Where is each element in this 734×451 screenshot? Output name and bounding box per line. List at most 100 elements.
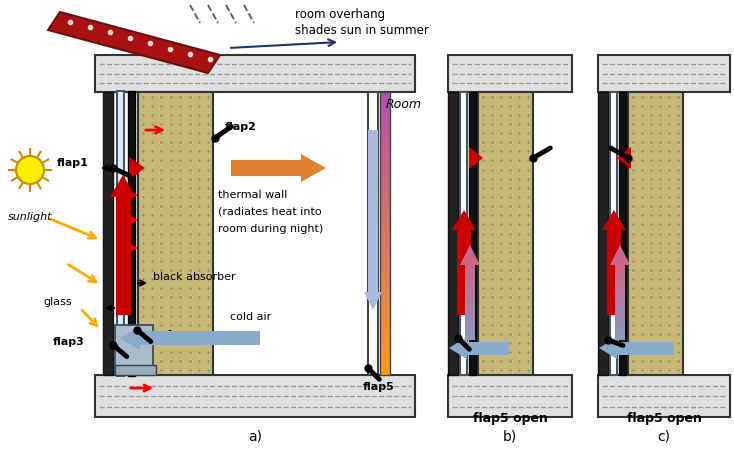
Bar	[615, 302, 625, 304]
Bar	[465, 330, 475, 332]
Bar	[615, 281, 625, 284]
Bar	[465, 327, 475, 329]
Bar	[231, 160, 301, 176]
Bar	[615, 278, 625, 280]
Text: Room: Room	[386, 98, 422, 111]
Bar	[115, 365, 156, 375]
Bar	[465, 276, 475, 278]
Text: flap2: flap2	[225, 122, 257, 132]
Bar	[615, 280, 625, 282]
Bar	[138, 92, 213, 375]
Bar	[465, 285, 475, 287]
Bar	[465, 317, 475, 319]
Bar	[615, 319, 625, 321]
Bar	[380, 141, 390, 148]
Polygon shape	[469, 147, 483, 169]
Bar	[465, 300, 475, 303]
Bar	[380, 148, 390, 156]
Bar	[465, 274, 475, 276]
Bar	[380, 184, 390, 191]
Bar	[457, 230, 471, 315]
Bar	[615, 304, 625, 306]
Bar	[465, 336, 475, 338]
Bar	[615, 295, 625, 297]
Bar	[380, 290, 390, 297]
Bar	[615, 268, 625, 271]
Bar	[465, 293, 475, 295]
Bar	[380, 276, 390, 283]
Bar	[615, 315, 625, 318]
Bar	[380, 318, 390, 326]
Bar	[380, 205, 390, 212]
Bar	[380, 353, 390, 361]
Bar	[115, 197, 131, 315]
Bar	[465, 308, 475, 310]
Bar	[465, 321, 475, 323]
Bar	[380, 325, 390, 332]
Bar	[117, 91, 124, 376]
Circle shape	[16, 156, 44, 184]
Polygon shape	[48, 12, 220, 73]
Bar	[103, 92, 113, 375]
Bar	[380, 261, 390, 269]
Bar	[380, 368, 390, 375]
Polygon shape	[449, 337, 467, 359]
Bar	[380, 127, 390, 134]
Bar	[465, 315, 475, 318]
Bar	[465, 309, 475, 312]
Bar	[129, 161, 137, 175]
Polygon shape	[364, 292, 382, 310]
Bar	[380, 219, 390, 226]
Bar	[448, 375, 572, 417]
Bar	[380, 247, 390, 255]
Bar	[615, 311, 625, 314]
Bar	[380, 155, 390, 163]
Bar	[615, 334, 625, 336]
Bar	[380, 169, 390, 177]
Bar	[380, 268, 390, 276]
Bar	[115, 325, 153, 375]
Bar	[615, 267, 625, 269]
Bar	[465, 298, 475, 301]
Bar	[465, 319, 475, 321]
Bar	[615, 291, 625, 293]
Bar	[628, 152, 631, 165]
Bar	[598, 55, 730, 92]
Bar	[380, 240, 390, 248]
Bar	[615, 285, 625, 287]
Bar	[140, 331, 260, 345]
Bar	[615, 325, 625, 327]
Text: thermal wall: thermal wall	[218, 190, 288, 200]
Bar	[615, 313, 625, 316]
Polygon shape	[610, 245, 630, 265]
Bar	[615, 336, 625, 338]
Bar	[465, 287, 475, 290]
Bar	[610, 92, 617, 375]
Bar	[615, 309, 625, 312]
Bar	[465, 328, 475, 331]
Bar	[617, 341, 674, 354]
Bar	[615, 296, 625, 299]
Text: flap5: flap5	[363, 382, 395, 392]
Text: b): b)	[503, 429, 517, 443]
Bar	[380, 134, 390, 142]
Bar	[465, 267, 475, 269]
Bar	[380, 198, 390, 205]
Bar	[380, 99, 390, 106]
Bar	[465, 283, 475, 285]
Bar	[448, 55, 572, 92]
Text: room during night): room during night)	[218, 224, 323, 234]
Bar	[465, 334, 475, 336]
Bar	[380, 360, 390, 368]
Bar	[380, 311, 390, 318]
Bar	[465, 296, 475, 299]
Bar	[380, 162, 390, 170]
Bar	[467, 341, 509, 354]
Bar	[465, 306, 475, 308]
Bar	[380, 120, 390, 127]
Bar	[380, 346, 390, 354]
Text: flap4: flap4	[142, 330, 174, 340]
Bar	[615, 287, 625, 290]
Bar	[368, 130, 378, 292]
Bar	[615, 289, 625, 291]
